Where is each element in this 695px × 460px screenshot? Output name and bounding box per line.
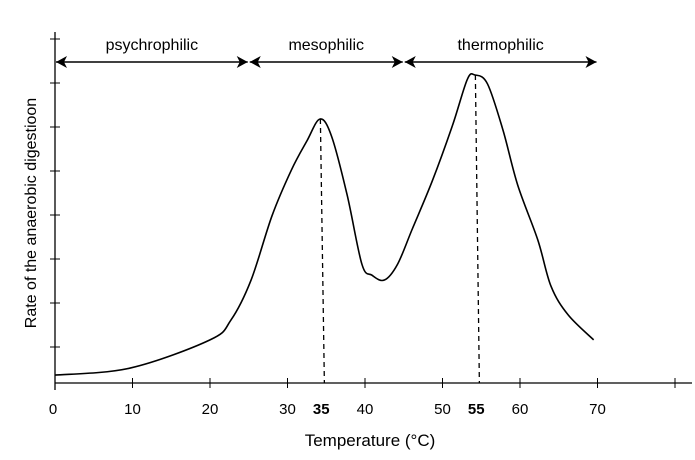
arrow-left-icon [249, 56, 261, 68]
axes [50, 32, 692, 390]
peak-markers [319, 74, 481, 384]
x-tick-label: 60 [512, 401, 529, 418]
x-tick-labels: 0 10 20 30 40 50 60 70 35 55 [49, 401, 606, 418]
x-tick-label: 70 [589, 401, 606, 418]
arrow-left-icon [56, 56, 67, 68]
x-tick-label: 50 [434, 401, 451, 418]
arrow-right-icon [391, 56, 403, 68]
range-label: thermophilic [457, 37, 543, 54]
range-label: mesophilic [288, 37, 364, 54]
arrow-right-icon [585, 56, 597, 68]
temperature-ranges: psychrophilic mesophilic thermophilic [56, 37, 597, 68]
arrow-right-icon [236, 56, 248, 68]
x-tick-label: 30 [279, 401, 296, 418]
x-tick-label: 20 [202, 401, 219, 418]
range-label: psychrophilic [106, 37, 198, 54]
arrow-left-icon [404, 56, 416, 68]
highlight-tick-label: 55 [468, 401, 485, 418]
x-axis-label: Temperature (°C) [305, 431, 436, 450]
rate-curve [54, 72, 595, 376]
highlight-tick-label: 35 [313, 401, 330, 418]
peak-dashed-line [319, 118, 326, 384]
y-axis-label: Rate of the anaerobic digestioon [23, 98, 40, 328]
x-tick-label: 0 [49, 401, 57, 418]
x-tick-label: 10 [124, 401, 141, 418]
peak-dashed-line [474, 74, 481, 384]
x-tick-label: 40 [357, 401, 374, 418]
